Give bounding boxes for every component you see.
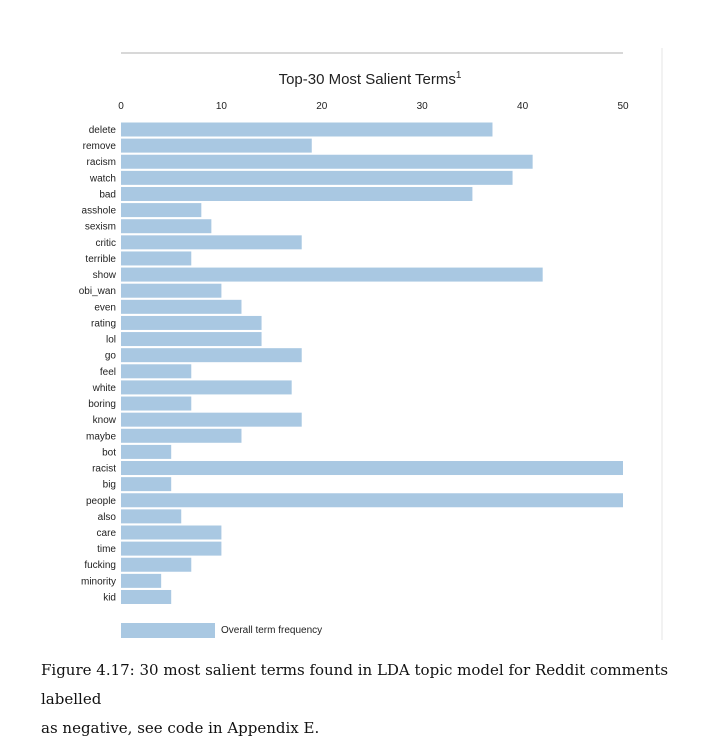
legend-label: Overall term frequency <box>221 625 322 636</box>
y-tick-label: know <box>93 415 117 426</box>
y-tick-label: racist <box>92 464 116 475</box>
x-axis-ticks: 0 10 20 30 40 50 <box>118 101 629 112</box>
bar <box>121 541 222 556</box>
y-tick-label: care <box>97 528 117 539</box>
x-tick-label: 40 <box>517 101 529 112</box>
bar <box>121 493 623 508</box>
chart-title: Top-30 Most Salient Terms1 <box>279 70 462 88</box>
legend: Overall term frequency <box>121 623 322 638</box>
x-tick-label: 30 <box>417 101 429 112</box>
y-tick-label: also <box>98 512 117 523</box>
bar <box>121 154 533 169</box>
y-tick-label: bot <box>102 447 116 458</box>
y-tick-label: minority <box>81 576 116 587</box>
bar <box>121 509 182 524</box>
bar <box>121 315 262 330</box>
y-tick-label: racism <box>87 157 116 168</box>
bar <box>121 138 312 153</box>
y-tick-label: fucking <box>84 560 116 571</box>
bar <box>121 477 172 492</box>
y-tick-label: feel <box>100 367 116 378</box>
bar <box>121 122 493 137</box>
bar <box>121 444 172 459</box>
y-tick-label: sexism <box>85 222 116 233</box>
bar <box>121 380 292 395</box>
bar <box>121 348 302 363</box>
bars <box>121 122 623 604</box>
bar <box>121 557 192 572</box>
bar <box>121 267 543 282</box>
bar <box>121 412 302 427</box>
bar-chart: Top-30 Most Salient Terms1 0 10 20 30 40 50 d… <box>79 48 663 640</box>
bar <box>121 461 623 476</box>
caption-line-2: as negative, see code in Appendix E. <box>41 719 320 737</box>
bar <box>121 525 222 540</box>
y-tick-label: remove <box>83 141 117 152</box>
bar <box>121 235 302 250</box>
y-axis-labels: delete remove racism watch bad asshole sexism c… <box>79 125 117 603</box>
y-tick-label: big <box>103 480 116 491</box>
bar <box>121 251 192 266</box>
y-tick-label: lol <box>106 335 116 346</box>
x-tick-label: 10 <box>216 101 228 112</box>
bar <box>121 396 192 411</box>
bar <box>121 573 162 588</box>
bar <box>121 203 202 218</box>
bar <box>121 332 262 347</box>
x-tick-label: 0 <box>118 101 124 112</box>
y-tick-label: show <box>93 270 117 281</box>
bar <box>121 170 513 185</box>
bar <box>121 428 242 443</box>
y-tick-label: boring <box>88 399 116 410</box>
bar <box>121 186 473 201</box>
bar <box>121 299 242 314</box>
y-tick-label: critic <box>95 238 116 249</box>
y-tick-label: time <box>97 544 116 555</box>
chart-title-superscript: 1 <box>456 70 462 81</box>
y-tick-label: bad <box>99 189 116 200</box>
y-tick-label: maybe <box>86 431 116 442</box>
y-tick-label: terrible <box>85 254 116 265</box>
y-tick-label: go <box>105 351 117 362</box>
bar <box>121 219 212 234</box>
y-tick-label: even <box>94 302 116 313</box>
y-tick-label: people <box>86 496 116 507</box>
bar <box>121 364 192 379</box>
y-tick-label: obi_wan <box>79 286 116 297</box>
y-tick-label: white <box>92 383 117 394</box>
y-tick-label: asshole <box>82 206 117 217</box>
y-tick-label: kid <box>103 592 116 603</box>
x-tick-label: 50 <box>617 101 629 112</box>
bar <box>121 283 222 298</box>
y-tick-label: delete <box>89 125 117 136</box>
y-tick-label: rating <box>91 318 116 329</box>
chart-title-text: Top-30 Most Salient Terms <box>279 71 456 88</box>
x-tick-label: 20 <box>316 101 328 112</box>
legend-swatch <box>121 623 215 638</box>
y-tick-label: watch <box>89 173 116 184</box>
bar <box>121 589 172 604</box>
caption-line-1: Figure 4.17: 30 most salient terms found… <box>41 661 669 708</box>
